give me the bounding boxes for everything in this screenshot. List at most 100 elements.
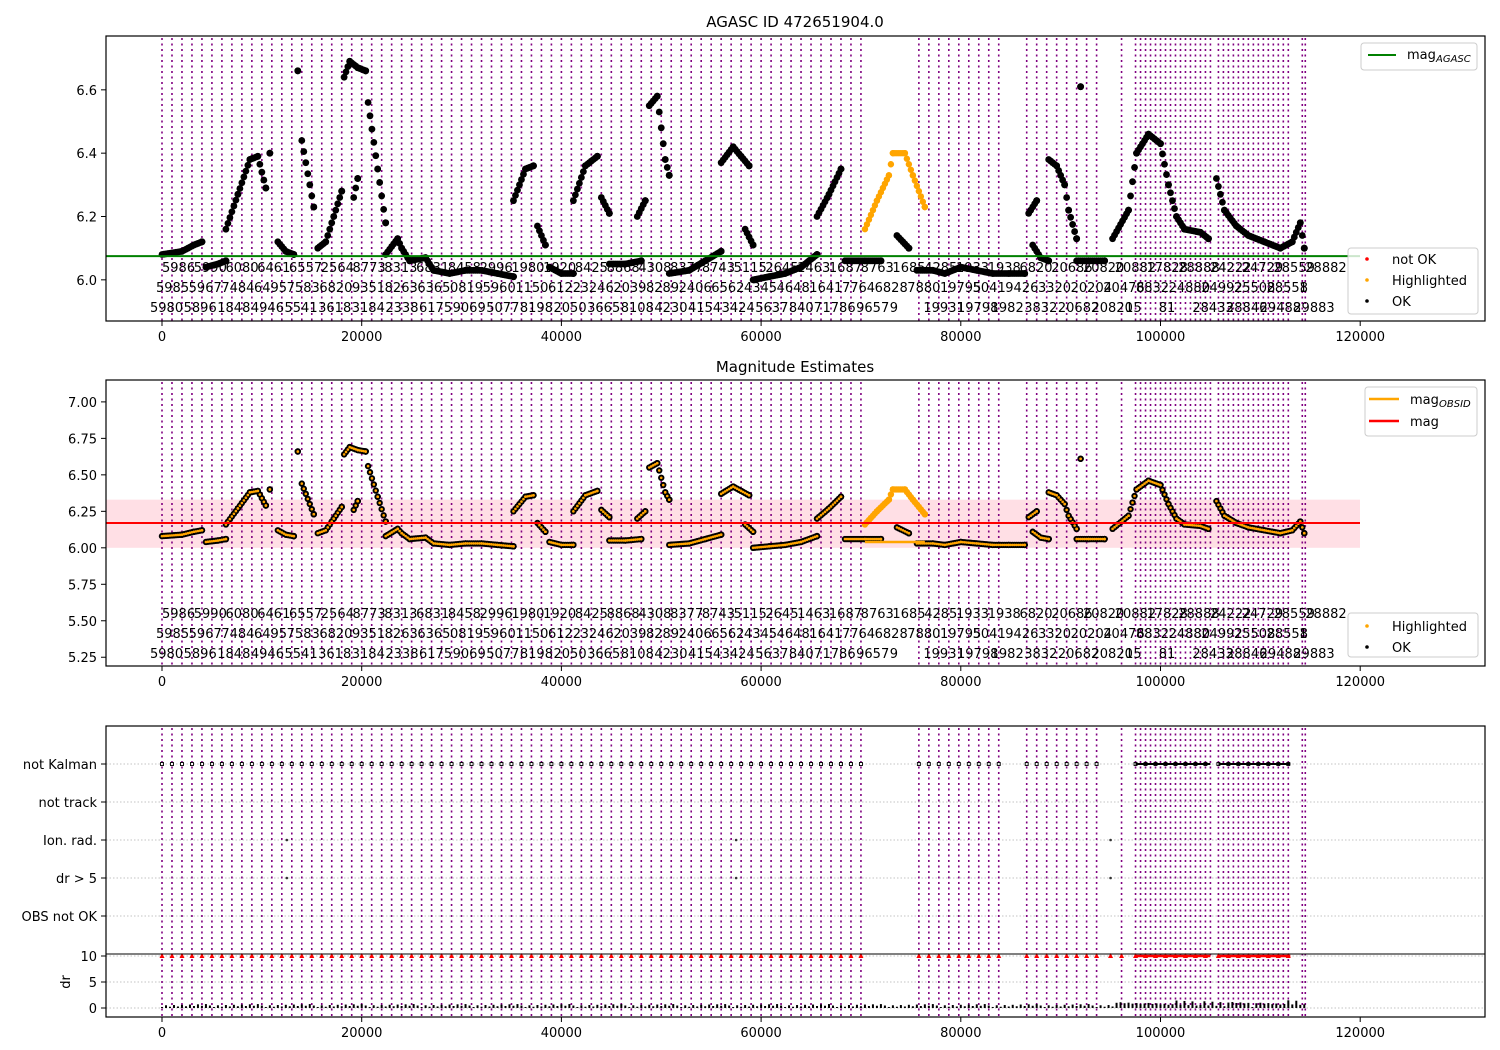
mag-obsid-segment xyxy=(989,543,993,547)
mag-obsid-segment xyxy=(622,539,625,542)
flag-point xyxy=(1109,838,1112,842)
mag-obsid-segment xyxy=(488,542,491,546)
mag-obsid-segment xyxy=(961,540,965,544)
flag-label: OBS not OK xyxy=(22,910,98,925)
not-kalman-marker xyxy=(719,762,724,766)
mag-obsid-segment xyxy=(849,537,853,541)
mag-obsid-segment xyxy=(1057,496,1060,499)
ok-point xyxy=(266,149,274,157)
mag-obsid-segment xyxy=(350,446,354,450)
mag-obsid-segment xyxy=(620,539,623,542)
ok-point xyxy=(328,219,336,227)
mag-obsid-segment xyxy=(1243,524,1246,528)
dr-not-ok-marker xyxy=(259,953,265,958)
obsid-label: 9351 xyxy=(352,281,385,296)
flag-point xyxy=(285,838,289,842)
obsid-label: 5985 xyxy=(156,281,189,296)
not-kalman-marker xyxy=(339,762,344,766)
mag-obsid-segment xyxy=(705,537,709,540)
mag-obsid-segment xyxy=(356,499,360,503)
obsid-label: 1980 xyxy=(511,607,544,622)
ok-point xyxy=(510,273,517,281)
mag-obsid-segment xyxy=(552,541,555,545)
y-tick-label: 5.50 xyxy=(68,615,97,630)
legend-label: Highlighted xyxy=(1392,274,1467,289)
obsid-label: 2996 xyxy=(480,607,513,622)
mag-obsid-segment xyxy=(402,533,405,536)
not-kalman-marker xyxy=(389,762,394,766)
obsid-label: 5637 xyxy=(755,301,788,316)
dr-not-ok-marker xyxy=(698,953,704,958)
mag-obsid-segment xyxy=(1019,543,1023,547)
chart-title: AGASC ID 472651904.0 xyxy=(706,13,884,31)
mag-obsid-segment xyxy=(576,504,579,508)
mag-obsid-segment xyxy=(727,487,731,491)
obsid-label: 8773 xyxy=(353,261,386,276)
not-kalman-marker xyxy=(329,762,334,766)
ok-point xyxy=(1067,213,1075,221)
mag-obsid-segment xyxy=(474,542,477,545)
mag-obsid-segment xyxy=(344,450,348,454)
ok-point xyxy=(1161,160,1168,168)
obsid-label: 2406 xyxy=(679,627,712,642)
obsid-label: 8458 xyxy=(448,261,481,276)
obsid-label: 29883 xyxy=(1293,647,1334,662)
mag-obsid-segment xyxy=(633,538,637,541)
obsid-label: 1786 xyxy=(823,647,856,662)
mag-obsid-segment xyxy=(374,489,378,492)
mag-obsid-segment xyxy=(1089,537,1092,541)
mag-obsid-segment xyxy=(364,450,367,453)
dr-not-ok-marker xyxy=(319,953,325,958)
y-tick-label: 6.50 xyxy=(68,469,97,484)
mag-obsid-segment xyxy=(196,529,200,533)
dr-not-ok-marker xyxy=(1064,953,1070,958)
mag-obsid-segment xyxy=(739,489,743,493)
mag-obsid-segment xyxy=(983,542,987,546)
not-kalman-marker xyxy=(599,762,604,766)
mag-obsid-segment xyxy=(326,526,330,529)
dr-not-ok-marker xyxy=(489,953,495,958)
highlighted-point xyxy=(885,172,893,179)
obsid-label: 5985 xyxy=(156,627,189,642)
mag-obsid-segment xyxy=(721,491,725,494)
ok-point xyxy=(1101,257,1108,265)
x-tick-label: 0 xyxy=(158,330,166,345)
not-kalman-marker xyxy=(946,762,951,766)
not-kalman-marker xyxy=(459,762,464,766)
not-kalman-marker xyxy=(859,762,863,766)
x-tick-label: 60000 xyxy=(740,675,781,690)
mag-obsid-segment xyxy=(637,515,641,519)
mag-obsid-segment xyxy=(290,534,294,538)
mag-obsid-segment xyxy=(1259,528,1262,531)
mag-obsid-segment xyxy=(861,537,865,541)
ok-point xyxy=(663,164,671,171)
ok-point xyxy=(298,137,306,144)
dr-not-ok-marker xyxy=(439,953,445,958)
obsid-label: 29488 xyxy=(1260,301,1301,316)
obsid-label: 5986 xyxy=(162,607,195,622)
ok-point xyxy=(256,160,264,168)
dr-not-ok-marker xyxy=(668,953,674,958)
obsid-label: 9426 xyxy=(1005,281,1038,296)
mag-obsid-segment xyxy=(1037,534,1040,538)
ok-point xyxy=(655,108,663,116)
mag-obsid-segment xyxy=(817,515,821,519)
mag-obsid-segment xyxy=(426,537,429,541)
mag-obsid-segment xyxy=(1257,527,1260,531)
mag-obsid-segment xyxy=(574,507,577,510)
mag-obsid-segment xyxy=(498,543,501,547)
obsid-label: 8313 xyxy=(384,607,417,622)
mag-obsid-segment xyxy=(502,544,505,547)
obsid-label: 19931 xyxy=(923,647,964,662)
obsid-label: 1687 xyxy=(829,607,862,622)
legend-label: mag xyxy=(1407,48,1436,63)
ok-point xyxy=(350,194,358,201)
obsid-label: 8108 xyxy=(621,301,654,316)
obsid-label: 5077 xyxy=(486,301,519,316)
mag-obsid-segment xyxy=(420,536,423,540)
not-kalman-marker xyxy=(809,762,813,766)
mag-obsid-segment xyxy=(244,496,248,500)
mag-obsid-segment xyxy=(448,543,451,547)
mag-obsid-segment xyxy=(935,542,939,546)
mag-obsid-segment xyxy=(192,530,196,534)
